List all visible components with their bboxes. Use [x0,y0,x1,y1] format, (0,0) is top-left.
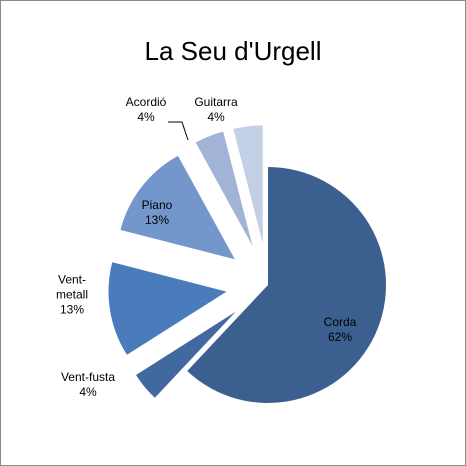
pie-slice [108,262,227,355]
category-label: Corda [323,315,357,329]
value-label: 4% [79,385,97,399]
slice-label: Piano 13% [132,198,182,228]
pie-slice [187,167,386,403]
category-label: Guitarra [194,95,238,109]
slice-label: Vent-fusta 4% [53,370,123,400]
value-label: 13% [59,302,85,317]
pie-slice [195,131,253,246]
category-label: Vent-metall [55,272,88,302]
chart-title: La Seu d'Urgell [144,36,322,66]
category-label: Piano [141,198,173,212]
value-label: 62% [327,330,353,344]
pie-slice [136,311,236,398]
pie-slice [120,155,235,260]
slice-label: Vent-metall 13% [47,273,97,318]
value-label: 4% [207,110,225,124]
leader-line [168,121,189,141]
slice-label: Corda 62% [310,315,370,345]
slice-label: Acordió 4% [121,95,171,125]
category-label: Acordió [125,95,167,109]
category-label: Vent-fusta [60,370,116,384]
value-label: 13% [144,213,170,227]
slice-label: Guitarra 4% [186,95,246,125]
value-label: 4% [137,110,155,124]
pie-slice [233,125,263,244]
